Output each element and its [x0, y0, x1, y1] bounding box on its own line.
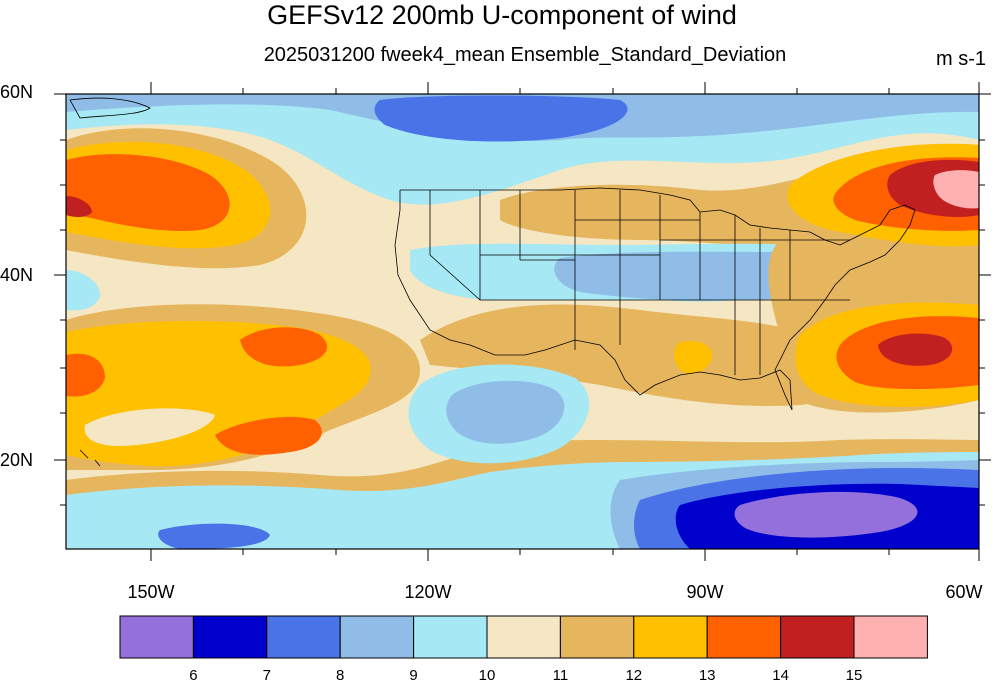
lon-label-90w: 90W: [686, 582, 724, 602]
field-w-orange: [66, 154, 230, 231]
units-label: m s-1: [936, 48, 986, 70]
colorbar-swatch: [780, 615, 855, 659]
lat-label-40n: 40N: [0, 265, 34, 285]
colorbar-tick-label: 10: [478, 667, 496, 684]
axis-ticks: [54, 82, 991, 561]
field-sw-orange2: [66, 353, 105, 397]
lon-label-150w: 150W: [127, 582, 175, 602]
field-south-gold: [420, 304, 848, 406]
colorbar-tick-label: 9: [409, 667, 418, 684]
field-s-purple: [734, 491, 918, 538]
colorbar-swatch: [339, 615, 415, 659]
colorbar-swatch: [486, 615, 561, 659]
colorbar-swatch: [119, 615, 194, 659]
map-title: GEFSv12 200mb U-component of wind: [267, 0, 737, 30]
colorbar-swatch: [633, 615, 708, 659]
field-se-red: [878, 333, 953, 366]
field-w-cyan: [66, 270, 100, 311]
state-boundaries: [69, 97, 916, 467]
colorbar-swatch: [192, 615, 268, 659]
colorbar-swatch: [853, 615, 928, 659]
field-gulf-yellow: [674, 340, 713, 374]
colorbar-tick-label: 11: [552, 667, 569, 684]
colorbar-tick-label: 6: [189, 667, 198, 684]
colorbar-tick-label: 7: [262, 667, 271, 684]
colorbar-tick-label: 12: [625, 667, 643, 684]
field-top-blue: [374, 95, 628, 142]
colorbar-swatch: [706, 615, 782, 659]
colorbar-tick-label: 14: [772, 667, 789, 684]
field-sw-beige: [84, 408, 215, 446]
field-sw-orange3: [215, 416, 322, 455]
colorbar-tick-label: 15: [845, 667, 863, 684]
colorbar: [119, 615, 928, 659]
colorbar-swatch: [266, 615, 341, 659]
field-w-red: [66, 196, 92, 217]
lon-label-60w: 60W: [945, 582, 983, 602]
contour-field: [66, 94, 979, 549]
lat-label-20n: 20N: [0, 450, 34, 470]
colorbar-swatch: [413, 615, 488, 659]
lon-label-120w: 120W: [404, 582, 452, 602]
colorbar-tick-label: 13: [698, 667, 716, 684]
map-subtitle: 2025031200 fweek4_mean Ensemble_Standard…: [263, 44, 787, 66]
lat-label-60n: 60N: [0, 82, 34, 102]
colorbar-swatch: [559, 615, 635, 659]
colorbar-tick-label: 8: [336, 667, 345, 684]
field-s-blue2: [158, 523, 270, 549]
field-sw-orange1: [240, 327, 328, 367]
field-cs-blue: [446, 380, 565, 444]
field-ne-pink: [933, 170, 979, 209]
plot-frame: [65, 93, 980, 550]
